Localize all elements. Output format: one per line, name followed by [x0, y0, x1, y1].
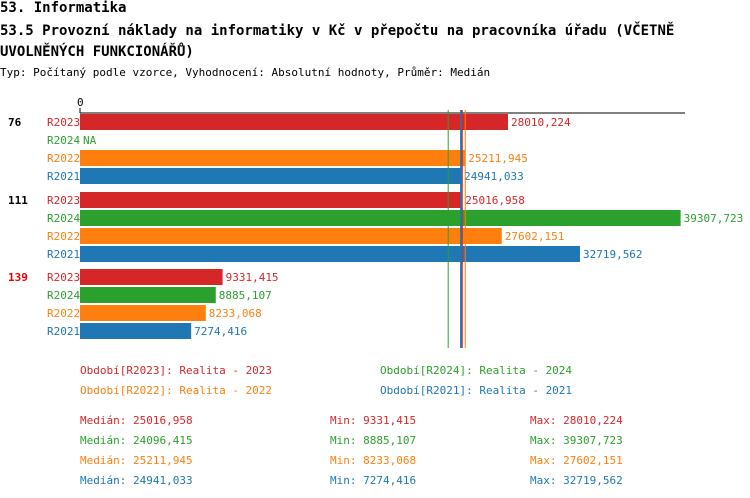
- min-stat: Min: 8233,068: [330, 454, 416, 467]
- max-stat: Max: 28010,224: [530, 414, 623, 427]
- legend-item: Období[R2022]: Realita - 2022: [80, 384, 272, 397]
- data-label: 8885,107: [219, 289, 272, 302]
- max-stat: Max: 32719,562: [530, 474, 623, 487]
- series-label: R2021: [47, 325, 80, 338]
- data-label: 28010,224: [511, 116, 571, 129]
- data-label: 32719,562: [583, 248, 643, 261]
- max-stat: Max: 27602,151: [530, 454, 623, 467]
- data-label: 25016,958: [465, 194, 525, 207]
- median-stat: Medián: 25211,945: [80, 454, 193, 467]
- section-title: 53. Informatika: [0, 0, 127, 16]
- bar-R2023: [80, 114, 508, 130]
- data-label: 24941,033: [464, 170, 524, 183]
- group-label: 111: [8, 194, 28, 207]
- legend-item: Období[R2021]: Realita - 2021: [380, 384, 572, 397]
- data-label: 25211,945: [468, 152, 528, 165]
- bar-R2023: [80, 269, 223, 285]
- bar-R2021: [80, 246, 580, 262]
- data-label: NA: [83, 134, 97, 147]
- bar-R2023: [80, 192, 463, 208]
- max-stat: Max: 39307,723: [530, 434, 623, 447]
- data-label: 39307,723: [684, 212, 744, 225]
- min-stat: Min: 7274,416: [330, 474, 416, 487]
- legend-item: Období[R2023]: Realita - 2023: [80, 364, 272, 377]
- bar-R2024: [80, 210, 681, 226]
- series-label: R2022: [47, 230, 80, 243]
- chart-subtitle: Typ: Počítaný podle vzorce, Vyhodnocení:…: [0, 66, 491, 79]
- median-stat: Medián: 25016,958: [80, 414, 193, 427]
- series-label: R2023: [47, 194, 80, 207]
- bar-R2024: [80, 287, 216, 303]
- bar-R2021: [80, 323, 192, 339]
- series-label: R2024: [47, 289, 80, 302]
- bar-R2022: [80, 228, 502, 244]
- series-label: R2024: [47, 134, 80, 147]
- median-stat: Medián: 24096,415: [80, 434, 193, 447]
- series-label: R2022: [47, 152, 80, 165]
- legend-item: Období[R2024]: Realita - 2024: [380, 364, 572, 377]
- chart-title: 53.5 Provozní náklady na informatiky v K…: [0, 23, 675, 60]
- series-label: R2021: [47, 170, 80, 183]
- bar-R2022: [80, 305, 206, 321]
- min-stat: Min: 9331,415: [330, 414, 416, 427]
- bar-R2021: [80, 168, 462, 184]
- group-label: 139: [8, 271, 28, 284]
- series-label: R2023: [47, 116, 80, 129]
- series-label: R2024: [47, 212, 80, 225]
- group-label: 76: [8, 116, 22, 129]
- series-label: R2021: [47, 248, 80, 261]
- x-tick-label: 0: [77, 96, 84, 109]
- median-stat: Medián: 24941,033: [80, 474, 193, 487]
- min-stat: Min: 8885,107: [330, 434, 416, 447]
- bar-R2022: [80, 150, 466, 166]
- data-label: 7274,416: [194, 325, 247, 338]
- series-label: R2022: [47, 307, 80, 320]
- data-label: 9331,415: [226, 271, 279, 284]
- data-label: 8233,068: [209, 307, 262, 320]
- series-label: R2023: [47, 271, 80, 284]
- data-label: 27602,151: [505, 230, 565, 243]
